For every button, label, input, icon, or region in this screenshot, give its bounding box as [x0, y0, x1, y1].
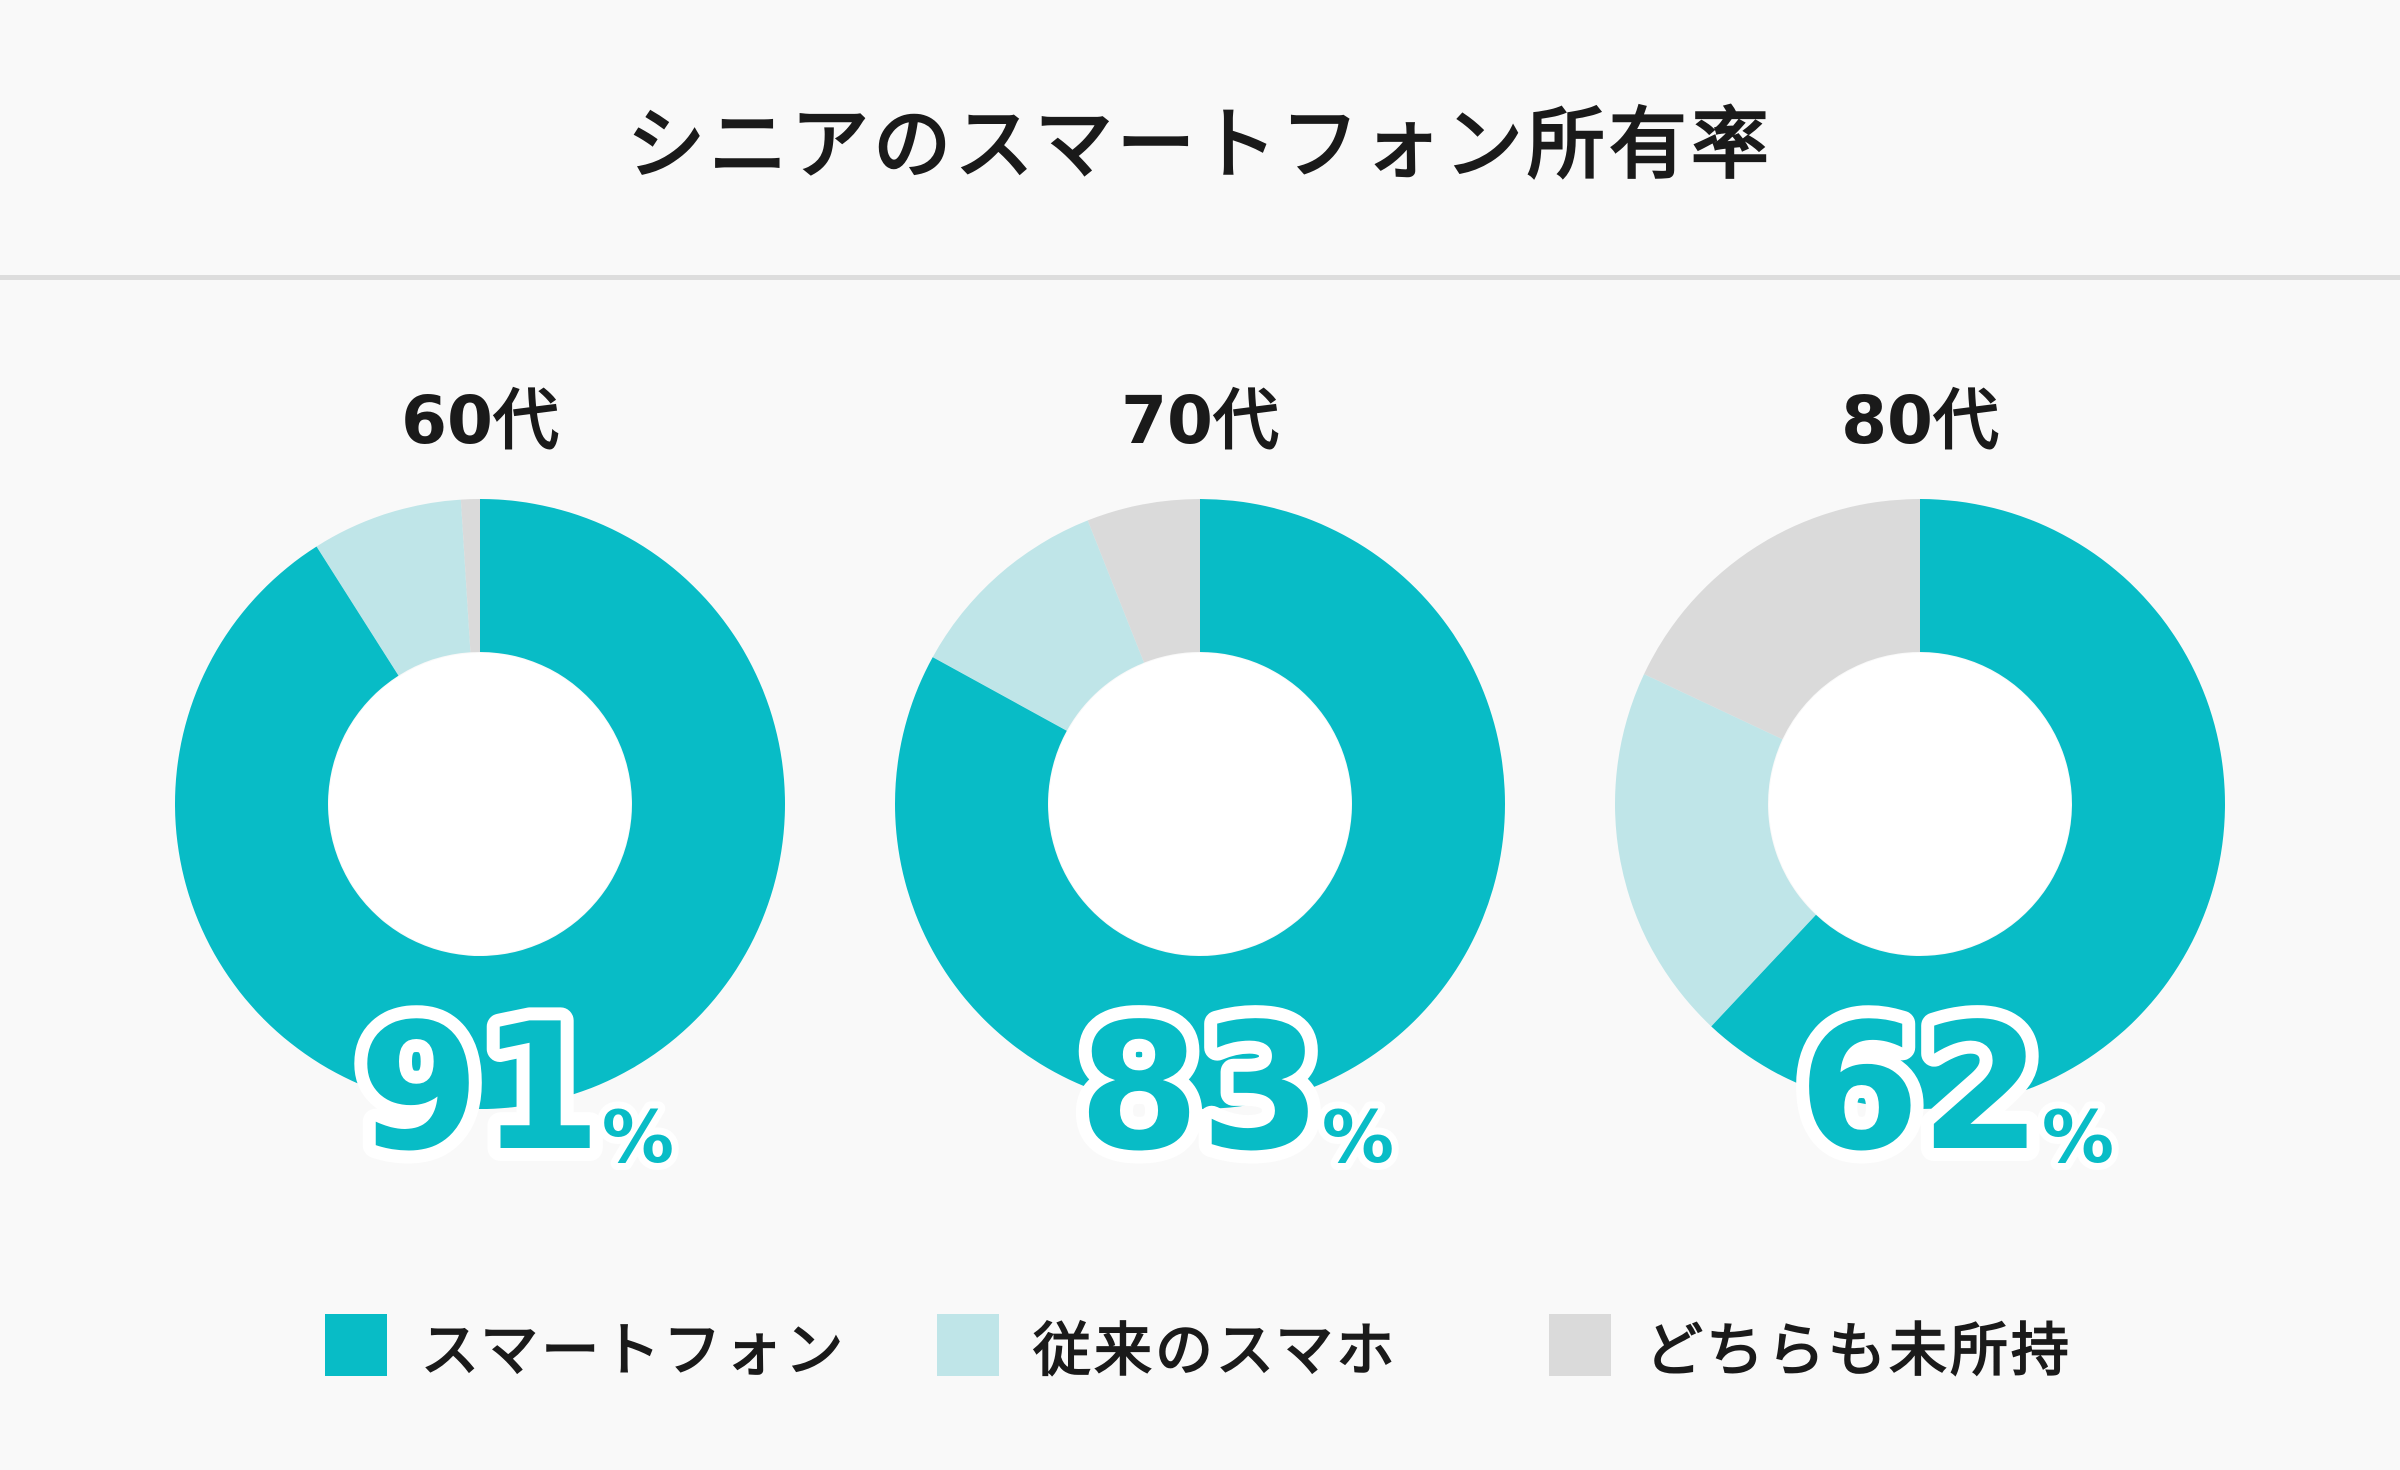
donut-slice-legacy-phone [1615, 674, 1816, 1027]
legend-swatch-legacy-phone [937, 1314, 999, 1376]
donut-slice-legacy-phone [932, 520, 1145, 731]
headline-unit: % [1322, 1095, 1394, 1179]
donut-chart-60代: 60代 91% [174, 382, 786, 1203]
donut-slice-smartphone [1711, 499, 2225, 1109]
legend-item-none: どちらも未所持 [1549, 1300, 2072, 1390]
donut-slice-none [1644, 499, 1920, 740]
donut-chart-70代: 70代 83% [895, 382, 1505, 1203]
chart-header: シニアのスマートフォン所有率 [0, 0, 2400, 275]
legend-label-none: どちらも未所持 [1645, 1316, 2073, 1384]
legend-item-legacy-phone: 従来のスマホ [937, 1300, 1397, 1390]
donut-title: 60代 [401, 382, 559, 459]
donut-slice-none [1087, 499, 1200, 663]
donut-slice-smartphone [174, 499, 786, 1109]
headline-value: 62 [1798, 987, 2042, 1190]
legend-swatch-smartphone [325, 1314, 387, 1376]
donut-hole [1049, 653, 1351, 955]
donut-hole [1769, 653, 2071, 955]
chart-title: シニアのスマートフォン所有率 [627, 99, 1773, 190]
donut-slice-smartphone [895, 499, 1505, 1109]
headline-value: 83 [1078, 987, 1322, 1190]
legend-label-legacy-phone: 従来のスマホ [1033, 1316, 1398, 1384]
donut-slice-legacy-phone [316, 499, 471, 676]
legend: スマートフォン 従来のスマホ どちらも未所持 [0, 1300, 2400, 1390]
donut-title: 80代 [1841, 382, 1999, 459]
donut-chart-80代: 80代 62% [1615, 382, 2225, 1203]
headline-unit: % [2042, 1095, 2114, 1179]
donut-slice-none [460, 499, 480, 653]
header-divider [0, 275, 2400, 280]
donut-hole [329, 653, 631, 955]
donut-title: 70代 [1121, 382, 1279, 459]
legend-item-smartphone: スマートフォン [325, 1300, 846, 1390]
headline-value: 91 [358, 987, 602, 1190]
legend-swatch-none [1549, 1314, 1611, 1376]
legend-label-smartphone: スマートフォン [421, 1316, 847, 1384]
donut-charts: 60代 91 % 70代 83 % 80代 62% [174, 382, 2225, 1203]
headline-unit: % [602, 1095, 674, 1179]
